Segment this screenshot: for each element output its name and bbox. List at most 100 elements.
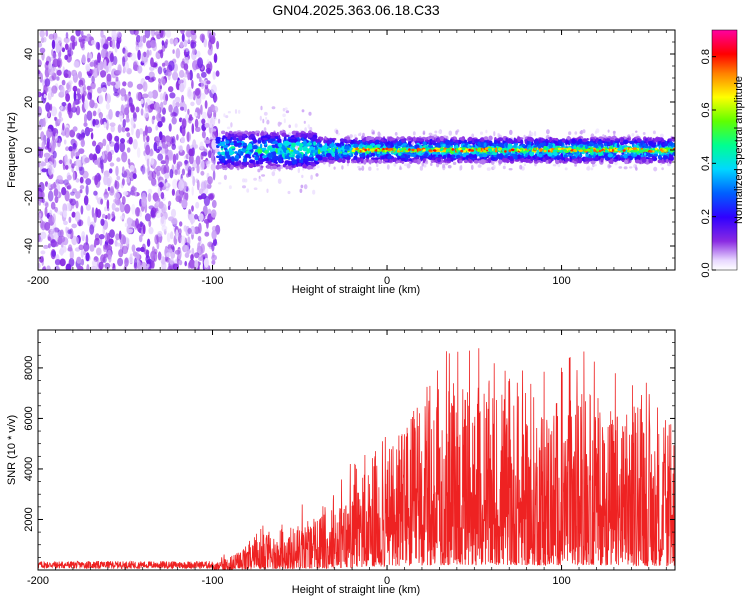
spectrogram-noise-cell <box>195 87 202 99</box>
spectrogram-band-cell <box>549 136 552 143</box>
spectrogram-band-cell <box>483 136 489 141</box>
spectrogram-core-cell <box>562 149 568 152</box>
spectrogram-noise-cell <box>179 221 183 227</box>
spectrogram-band-cell <box>509 156 514 161</box>
spectrogram-noise-cell <box>64 54 69 61</box>
spectrogram-band-cell <box>605 138 611 142</box>
spectrogram-noise-cell <box>48 33 55 40</box>
spectrogram-band-cell <box>400 157 406 161</box>
spectrogram-noise-cell <box>115 200 122 206</box>
spectrogram-noise-cell <box>67 229 72 235</box>
spectrogram-noise-cell <box>46 128 52 139</box>
spectrogram-core-cell <box>377 148 380 152</box>
spectrogram-noise-cell <box>40 162 47 167</box>
spectrogram-faint-cell <box>218 132 221 137</box>
spectrogram-noise-cell <box>46 141 50 149</box>
spectrogram-noise-cell <box>130 185 136 196</box>
spectrogram-core-cell <box>568 147 572 151</box>
spectrogram-noise-cell <box>213 105 219 113</box>
spectrogram-band-cell <box>306 165 312 170</box>
spectrogram-band-cell <box>218 165 223 169</box>
spectrogram-faint-cell <box>595 128 600 134</box>
spectrogram-noise-cell <box>123 169 130 178</box>
spectrogram-noise-cell <box>41 140 46 150</box>
spectrogram-noise-cell <box>160 216 165 225</box>
spectrogram-noise-cell <box>151 89 159 99</box>
spectrogram-faint-cell <box>271 171 276 177</box>
spectrogram-noise-cell <box>64 164 69 170</box>
spectrogram-noise-cell <box>47 110 51 118</box>
spectrogram-faint-cell <box>623 166 628 170</box>
spectrogram-noise-cell <box>94 233 100 241</box>
spectrogram-band-cell <box>575 151 579 157</box>
spectrogram-faint-cell <box>277 178 282 184</box>
spectrogram-noise-cell <box>204 122 210 128</box>
spectrogram-band-cell <box>619 155 624 158</box>
spectrogram-band-cell <box>375 139 380 144</box>
spectrogram-noise-cell <box>152 115 156 121</box>
spectrogram-noise-cell <box>108 255 112 263</box>
spectrogram-noise-cell <box>119 215 125 220</box>
spectrogram-noise-cell <box>101 87 107 93</box>
spectrogram-noise-cell <box>121 196 126 205</box>
spectrogram-band-cell <box>473 160 479 164</box>
spectrogram-noise-cell <box>67 174 72 181</box>
spectrogram-core-cell <box>601 148 604 152</box>
spectrogram-noise-cell <box>204 100 208 109</box>
spectrogram-band-cell <box>276 155 279 161</box>
spectrogram-noise-cell <box>52 58 59 68</box>
spectrogram-noise-cell <box>86 110 93 121</box>
spectrogram-band-cell <box>600 143 604 148</box>
spectrogram-faint-cell <box>635 130 638 133</box>
spectrogram-band-cell <box>620 137 624 143</box>
spectrogram-band-cell <box>368 159 371 164</box>
spectrogram-band-cell <box>341 158 346 164</box>
spectrogram-band-cell <box>480 159 486 165</box>
spectrogram-band-cell <box>437 157 441 163</box>
spectrogram-noise-cell <box>215 70 220 77</box>
spectrogram-noise-cell <box>85 204 91 211</box>
spectrogram-faint-cell <box>434 130 438 134</box>
spectrogram-noise-cell <box>147 188 153 194</box>
spectrogram-noise-cell <box>47 190 54 202</box>
spectrogram-noise-cell <box>50 183 57 189</box>
spectrogram-band-cell <box>518 158 524 161</box>
spectrogram-band-cell <box>521 143 526 148</box>
spectrogram-noise-cell <box>211 225 217 232</box>
spectrogram-noise-cell <box>171 188 175 196</box>
spectrogram-noise-cell <box>112 263 116 269</box>
spectrogram-band-cell <box>313 141 317 146</box>
spectrogram-noise-cell <box>168 104 173 113</box>
spectrogram-faint-cell <box>280 165 284 169</box>
spectrogram-noise-cell <box>151 260 155 269</box>
spectrogram-noise-cell <box>191 79 194 89</box>
spectrogram-band-cell <box>374 157 380 160</box>
spectrogram-band-cell <box>329 149 333 154</box>
spectrogram-band-cell <box>227 162 231 169</box>
spectrogram-band-cell <box>381 138 384 142</box>
spectrogram-band-cell <box>624 136 627 140</box>
spectrogram-noise-cell <box>66 202 71 212</box>
spectrogram-noise-cell <box>76 256 82 264</box>
spectrogram-noise-cell <box>106 132 113 142</box>
spectrogram-band-cell <box>346 136 351 141</box>
spectrogram-band-cell <box>295 155 301 159</box>
spectrogram-band-cell <box>651 155 656 160</box>
spectrogram-band-cell <box>609 137 615 141</box>
spectrogram-noise-cell <box>88 128 94 132</box>
spectrogram-faint-cell <box>263 111 268 116</box>
spectrogram-noise-cell <box>89 153 94 161</box>
spectrogram-noise-cell <box>80 249 84 259</box>
spectrogram-band-cell <box>258 159 265 163</box>
spectrogram-faint-cell <box>283 118 286 124</box>
spectrogram-noise-cell <box>131 203 136 215</box>
spectrogram-noise-cell <box>206 63 211 70</box>
spectrogram-noise-cell <box>70 35 76 42</box>
spectrogram-noise-cell <box>145 144 151 156</box>
spectrogram-noise-cell <box>64 190 70 202</box>
spectrogram-noise-cell <box>88 53 93 60</box>
spectrogram-band-cell <box>487 157 492 164</box>
spectrogram-faint-cell <box>523 163 527 167</box>
spectrogram-noise-cell <box>157 66 163 75</box>
spectrogram-noise-cell <box>178 180 185 191</box>
